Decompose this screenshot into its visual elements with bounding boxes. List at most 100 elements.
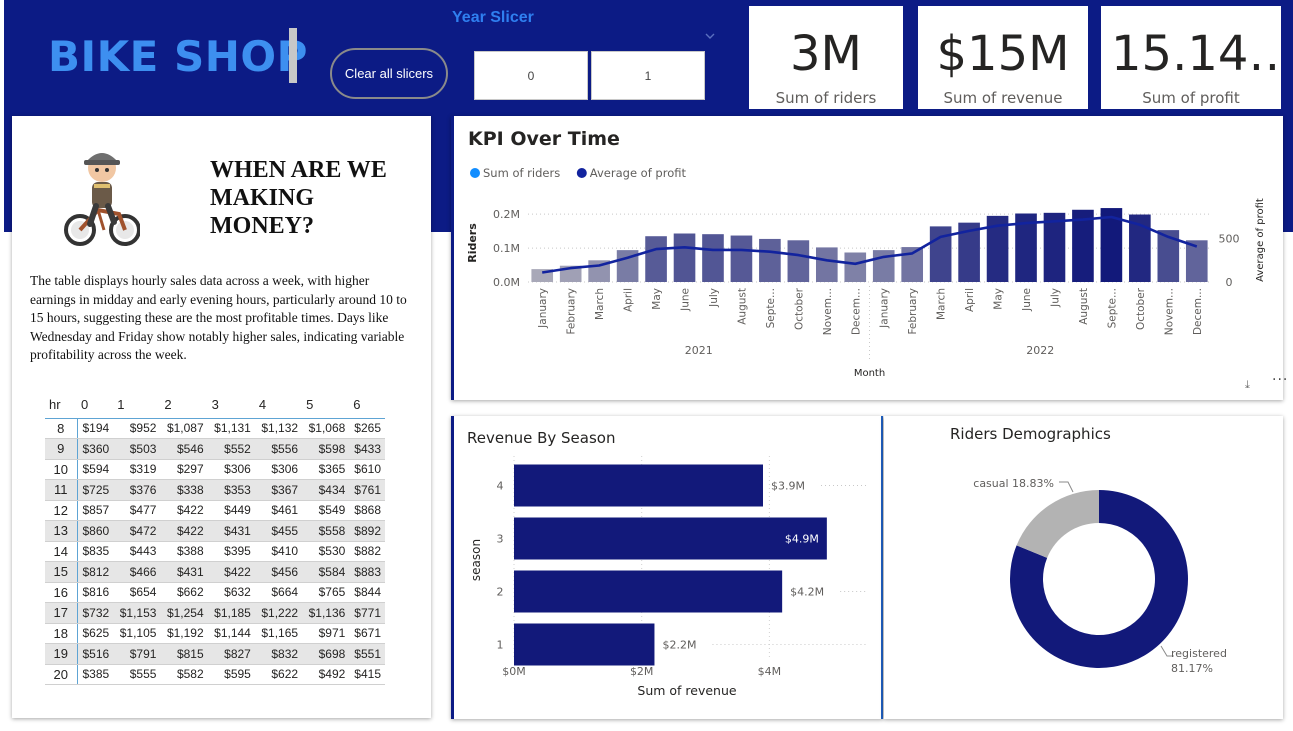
profit-line [542,215,1198,274]
hour-cell: 9 [45,438,78,460]
sales-cell: $434 [302,479,350,501]
kpi-card-riders: 3M Sum of riders [749,6,903,109]
x-tick-label: October [1135,287,1147,330]
sales-cell: $546 [160,438,208,460]
clear-slicers-button[interactable]: Clear all slicers [330,48,448,99]
focus-mode-icon[interactable]: ⤓ [1245,378,1250,391]
logo-divider [289,28,297,83]
x-tick-label: Decem... [1192,288,1204,335]
sales-cell: $472 [113,520,161,542]
x-tick-label: March [936,288,948,320]
column-header[interactable]: 1 [117,397,125,413]
bike-rider-illustration [64,153,140,246]
slice-label: 81.17% [1171,662,1213,675]
hour-cell: 8 [45,417,78,439]
sales-cell: $765 [302,582,350,603]
sales-cell: $443 [113,541,161,562]
x-tick-label: Novem... [1163,288,1175,335]
sales-cell: $456 [254,561,303,583]
sales-cell: $812 [77,561,114,583]
sales-cell: $455 [254,520,303,542]
sales-cell: $860 [77,520,114,542]
year-slicer-from-input[interactable]: 0 [474,51,588,100]
sales-cell: $1,087 [160,417,208,439]
table-row: 18 $625 $1,105 $1,192 $1,144 $1,165 $971 $671 [45,623,385,644]
column-header[interactable]: 3 [211,397,219,413]
y-tick-label: 4 [497,480,504,493]
riders-bar [901,247,924,282]
sales-cell: $431 [207,520,255,542]
chevron-down-icon[interactable] [704,30,716,42]
slice-label: registered [1171,647,1227,660]
sales-cell: $492 [302,664,350,685]
x-tick-label: $4M [758,665,782,678]
x-axis-title: Month [854,368,885,379]
chart-title: Revenue By Season [467,429,616,447]
column-header[interactable]: 2 [164,397,172,413]
sales-cell: $1,254 [160,602,208,624]
sales-cell: $461 [254,500,303,521]
sales-cell: $1,165 [254,623,303,644]
x-tick-label: March [594,288,606,320]
x-tick-label: July [1049,288,1061,308]
sales-cell: $555 [113,664,161,685]
sales-cell: $503 [113,438,161,460]
riders-bar [958,222,980,282]
sales-cell: $662 [160,582,208,603]
sales-cell: $1,153 [113,602,161,624]
sales-cell: $952 [113,417,161,439]
sales-cell: $598 [302,438,350,460]
kpi-label: Sum of revenue [943,89,1063,107]
sales-cell: $844 [349,582,385,603]
sales-cell: $1,131 [207,417,255,439]
y2-axis-title: Average of profit [1255,198,1266,282]
sales-cell: $431 [160,561,208,583]
more-options-icon[interactable]: ··· [1272,372,1289,388]
legend-label: Sum of riders [483,166,560,180]
sales-cell: $466 [113,561,161,583]
riders-bar [1157,230,1180,282]
year-group-label: 2022 [1026,344,1054,357]
x-tick-label: April [964,288,976,312]
sales-cell: $297 [160,459,208,480]
hour-cell: 10 [45,459,78,480]
sales-cell: $625 [77,623,114,644]
sales-cell: $353 [207,479,255,501]
sales-cell: $1,132 [254,417,303,439]
y-tick-label: 0.1M [493,242,520,255]
x-tick-label: January [879,288,891,329]
hour-cell: 19 [45,643,78,665]
riders-bar [986,215,1009,282]
donut-slice [1016,490,1099,558]
sales-cell: $549 [302,500,350,521]
table-row: 12 $857 $477 $422 $449 $461 $549 $868 [45,500,385,521]
season-bar [514,623,655,666]
sales-cell: $791 [113,643,161,665]
sales-cell: $449 [207,500,255,521]
sales-cell: $882 [349,541,385,562]
sales-cell: $477 [113,500,161,521]
legend-marker [576,168,587,178]
year-slicer-to-input[interactable]: 1 [591,51,705,100]
riders-bar [815,247,838,282]
x-tick-label: June [1021,288,1033,312]
y2-tick-label: 500 [1219,233,1240,246]
year-group-label: 2021 [685,344,713,357]
column-header[interactable]: hr [49,397,61,413]
sales-cell: $360 [77,438,114,460]
table-row: 8 $194 $952 $1,087 $1,131 $1,132 $1,068 $265 [45,417,385,439]
sales-cell: $410 [254,541,303,562]
sales-cell: $306 [254,459,303,480]
column-header[interactable]: 5 [306,397,314,413]
year-slicer-title: Year Slicer [452,9,534,26]
sales-cell: $857 [77,500,114,521]
sales-cell: $1,192 [160,623,208,644]
table-row: 13 $860 $472 $422 $431 $455 $558 $892 [45,520,385,542]
hour-cell: 14 [45,541,78,562]
x-tick-label: February [566,288,578,335]
column-header[interactable]: 6 [353,397,361,413]
column-header[interactable]: 4 [258,397,267,413]
y-axis-title: season [469,539,483,581]
slice-label: casual 18.83% [973,477,1054,490]
column-header[interactable]: 0 [81,397,89,413]
